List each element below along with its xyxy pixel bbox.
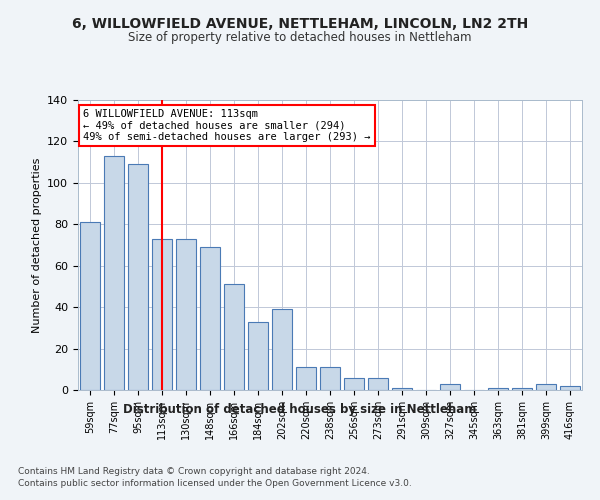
Bar	[536, 384, 556, 390]
Bar	[440, 384, 460, 390]
Bar	[224, 284, 244, 390]
Bar	[344, 378, 364, 390]
Bar	[368, 378, 388, 390]
Bar	[152, 239, 172, 390]
Text: Size of property relative to detached houses in Nettleham: Size of property relative to detached ho…	[128, 31, 472, 44]
Bar	[176, 239, 196, 390]
Text: 6, WILLOWFIELD AVENUE, NETTLEHAM, LINCOLN, LN2 2TH: 6, WILLOWFIELD AVENUE, NETTLEHAM, LINCOL…	[72, 18, 528, 32]
Bar	[296, 367, 316, 390]
Bar	[248, 322, 268, 390]
Bar	[104, 156, 124, 390]
Bar	[392, 388, 412, 390]
Bar	[560, 386, 580, 390]
Text: Contains HM Land Registry data © Crown copyright and database right 2024.: Contains HM Land Registry data © Crown c…	[18, 468, 370, 476]
Bar	[200, 247, 220, 390]
Text: Contains public sector information licensed under the Open Government Licence v3: Contains public sector information licen…	[18, 479, 412, 488]
Bar	[320, 367, 340, 390]
Text: 6 WILLOWFIELD AVENUE: 113sqm
← 49% of detached houses are smaller (294)
49% of s: 6 WILLOWFIELD AVENUE: 113sqm ← 49% of de…	[83, 108, 371, 142]
Bar	[272, 309, 292, 390]
Bar	[512, 388, 532, 390]
Bar	[80, 222, 100, 390]
Bar	[488, 388, 508, 390]
Bar	[128, 164, 148, 390]
Text: Distribution of detached houses by size in Nettleham: Distribution of detached houses by size …	[124, 402, 476, 415]
Y-axis label: Number of detached properties: Number of detached properties	[32, 158, 41, 332]
